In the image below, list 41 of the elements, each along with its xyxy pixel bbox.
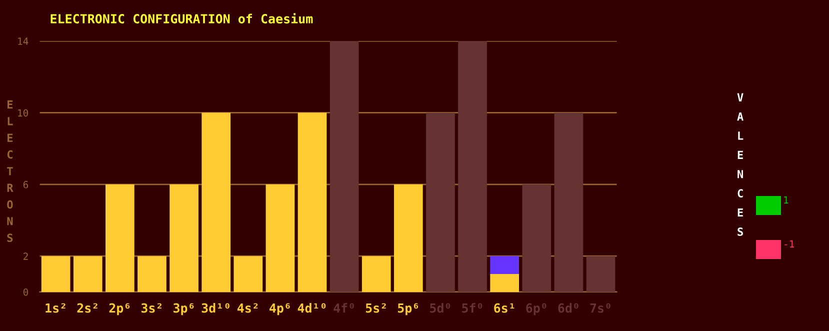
y-tick-label: 14 bbox=[18, 38, 28, 45]
x-tick-label: 1s² bbox=[46, 303, 66, 313]
y-tick-label: 10 bbox=[18, 109, 28, 117]
x-tick-label: 6s¹ bbox=[494, 303, 514, 313]
bar bbox=[426, 112, 455, 292]
bar bbox=[586, 256, 616, 292]
text: ELECTRONS bbox=[7, 100, 14, 242]
bar bbox=[458, 41, 487, 292]
bar bbox=[73, 256, 102, 292]
y-tick-label: 2 bbox=[24, 252, 28, 260]
x-tick-label: 2s² bbox=[77, 303, 98, 313]
y-tick-label: 0 bbox=[23, 288, 28, 296]
x-tick-label: 5s² bbox=[366, 303, 386, 313]
bar bbox=[41, 256, 70, 292]
bar bbox=[554, 112, 584, 292]
x-tick-label: 2p⁶ bbox=[109, 303, 130, 316]
bar bbox=[298, 112, 327, 292]
bar bbox=[106, 184, 134, 292]
x-tick-label: 4d¹⁰ bbox=[298, 303, 326, 313]
bar bbox=[170, 184, 198, 292]
text: 1 bbox=[784, 196, 788, 204]
x-tick-label: 5p⁶ bbox=[398, 303, 418, 316]
text: -1 bbox=[784, 240, 794, 248]
y-tick-label: 6 bbox=[23, 180, 28, 188]
bar bbox=[266, 184, 295, 292]
text: VALENCES bbox=[737, 93, 744, 236]
bar bbox=[138, 256, 166, 292]
bar bbox=[394, 184, 423, 292]
x-tick-label: 3p⁶ bbox=[174, 303, 194, 316]
bar bbox=[234, 256, 263, 292]
bar bbox=[522, 184, 552, 292]
bar bbox=[362, 256, 391, 292]
bar bbox=[202, 112, 231, 292]
bar bbox=[490, 256, 520, 274]
chart-title: ELECTRONIC CONFIGURATION of Caesium bbox=[50, 13, 313, 24]
bar bbox=[490, 274, 520, 292]
x-tick-label: 4s² bbox=[237, 303, 258, 313]
x-tick-label: 3d¹⁰ bbox=[202, 303, 230, 313]
x-tick-label: 3s² bbox=[141, 303, 162, 313]
x-tick-label: 4p⁶ bbox=[270, 303, 290, 316]
bar bbox=[330, 41, 359, 292]
